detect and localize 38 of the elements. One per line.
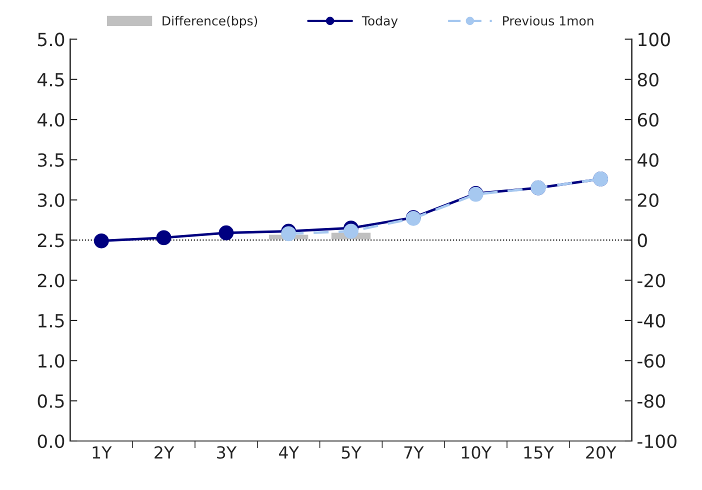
y2-tick-label: -20 bbox=[638, 274, 665, 288]
point bbox=[94, 233, 109, 248]
legend-label: Today bbox=[362, 16, 398, 28]
x-tick-label: 3Y bbox=[217, 446, 237, 459]
y2-tick-label: 40 bbox=[638, 153, 658, 167]
x-tick-label: 2Y bbox=[154, 446, 174, 459]
y2-tick-label: 0 bbox=[638, 234, 647, 248]
legend-label: Previous 1mon bbox=[503, 16, 594, 26]
y2-tick-label: 60 bbox=[638, 113, 658, 127]
x-tick-label: 7Y bbox=[404, 446, 424, 459]
y2-tick-label: -60 bbox=[638, 354, 665, 368]
point bbox=[156, 230, 172, 246]
y-tick-label: 0.5 bbox=[38, 394, 64, 408]
x-tick-label: 5Y bbox=[342, 446, 362, 459]
y-tick-label: 2.5 bbox=[38, 234, 64, 248]
y-tick-label: 4.5 bbox=[38, 73, 64, 86]
x-tick-label: 4Y bbox=[279, 446, 300, 459]
point bbox=[344, 224, 358, 239]
y2-tick-label: -80 bbox=[638, 394, 665, 408]
legend-label: Difference(bps) bbox=[162, 16, 258, 28]
y-tick-label: 4.0 bbox=[38, 113, 64, 127]
y2-tick-label: -40 bbox=[638, 314, 665, 328]
y2-tick-label: -100 bbox=[638, 434, 676, 448]
y2-tick-label: 80 bbox=[638, 72, 658, 86]
y-tick-label: 1.0 bbox=[38, 354, 64, 368]
y-tick-label: 5.0 bbox=[38, 32, 64, 46]
x-tick-label: 1Y bbox=[92, 446, 112, 459]
y-tick-label: 3.0 bbox=[38, 193, 64, 208]
x-tick-label: 10Y bbox=[462, 446, 492, 459]
point bbox=[218, 225, 234, 240]
y-tick-label: 2.0 bbox=[38, 274, 64, 288]
y-tick-label: 1.5 bbox=[38, 314, 64, 328]
y2-tick-label: 100 bbox=[638, 32, 670, 46]
y2-tick-label: 20 bbox=[638, 193, 658, 208]
y-tick-label: 3.5 bbox=[38, 153, 64, 167]
y-tick-label: 0.0 bbox=[38, 434, 64, 448]
x-tick-label: 20Y bbox=[586, 446, 616, 459]
x-tick-label: 15Y bbox=[524, 446, 554, 459]
